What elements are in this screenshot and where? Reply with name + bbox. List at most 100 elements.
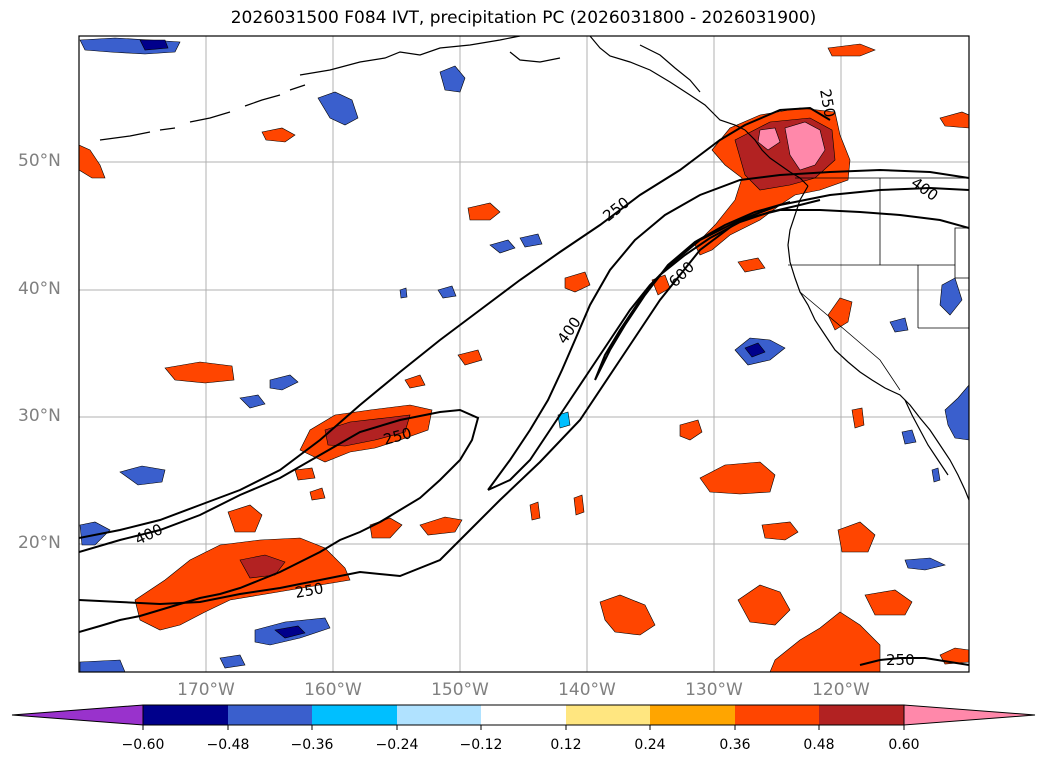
- colorbar-tick-label: 0.48: [803, 737, 835, 753]
- coastline-alaska: [299, 36, 746, 131]
- precip-blob: [261, 127, 296, 143]
- colorbar-tick-label: −0.36: [290, 737, 334, 753]
- colorbar-tick-label: 0.12: [550, 737, 582, 753]
- contour-label: 250: [599, 193, 633, 225]
- colorbar-bin: [312, 705, 397, 725]
- colorbar-tick-label: −0.24: [375, 737, 419, 753]
- lat-label: 20°N: [18, 533, 61, 553]
- precip-negative-shading: [79, 37, 969, 672]
- colorbar-bin: [566, 705, 650, 725]
- precip-blob: [851, 407, 865, 429]
- precip-blob: [419, 516, 463, 536]
- precip-neg-blob: [557, 411, 571, 429]
- precip-blob: [939, 647, 969, 665]
- precip-neg-blob: [489, 239, 516, 254]
- precip-region-pnw-peak: [784, 121, 826, 171]
- colorbar-tick-label: 0.36: [719, 737, 751, 753]
- ivt-contour-250-southeast: [859, 657, 969, 666]
- colorbar-extend-low: [11, 704, 144, 726]
- lat-label: 40°N: [18, 279, 61, 299]
- precip-neg-blob: [239, 394, 266, 409]
- coastline-aleutians: [99, 84, 306, 141]
- precip-blob: [227, 504, 263, 533]
- ivt-contour-250-outer: [79, 106, 969, 606]
- precip-neg-blob: [119, 465, 166, 486]
- ivt-contour-600: [594, 199, 821, 381]
- colorbar-frame: [142, 704, 905, 726]
- lon-label: 160°W: [304, 680, 362, 700]
- ivt-contours: [79, 106, 969, 666]
- precip-neg-blob: [744, 342, 766, 358]
- precip-neg-blob: [931, 467, 941, 483]
- colorbar: [11, 704, 1036, 730]
- precip-positive-shading: [79, 43, 969, 672]
- precip-neg-blob: [901, 429, 917, 445]
- precip-blob: [679, 419, 703, 441]
- precip-neg-blob: [79, 659, 126, 672]
- precip-blob: [761, 521, 799, 541]
- colorbar-tick-label: 0.24: [634, 737, 666, 753]
- precip-blob: [737, 584, 791, 626]
- precip-neg-blob: [219, 654, 246, 669]
- precip-blob: [529, 501, 541, 521]
- colorbar-bin: [397, 705, 481, 725]
- precip-neg-blob: [944, 384, 969, 441]
- contour-label: 250: [816, 88, 839, 119]
- precip-blob: [294, 467, 316, 481]
- precip-blob: [864, 589, 913, 616]
- precip-neg-blob: [274, 625, 306, 639]
- precip-blob: [699, 461, 776, 495]
- precip-neg-blob: [519, 233, 543, 248]
- colorbar-bin: [650, 705, 735, 725]
- ivt-contour-400: [79, 408, 480, 633]
- precip-neg-blob: [79, 521, 111, 546]
- colorbar-tick-label: −0.60: [121, 737, 165, 753]
- coastline-baja: [904, 399, 949, 476]
- lat-label: 50°N: [18, 151, 61, 171]
- colorbar-tick-label: 0.60: [888, 737, 920, 753]
- lon-label: 170°W: [177, 680, 235, 700]
- precip-region-southwest: [134, 537, 351, 631]
- precip-neg-blob: [139, 39, 169, 51]
- map-title: 2026031500 F084 IVT, precipitation PC (2…: [230, 8, 817, 28]
- coastline-us-west: [787, 185, 969, 501]
- precip-blob: [737, 257, 766, 273]
- precip-blob: [827, 297, 853, 331]
- precip-region-southwest-core: [239, 554, 286, 579]
- colorbar-bin: [228, 705, 312, 725]
- precip-blob: [573, 494, 585, 516]
- borders: [788, 177, 969, 391]
- colorbar-extend-high: [903, 704, 1036, 726]
- contour-label: 400: [554, 314, 585, 348]
- precip-blob: [309, 487, 326, 501]
- lon-label: 150°W: [431, 680, 489, 700]
- precip-blob: [564, 271, 591, 293]
- contour-label: 250: [886, 651, 915, 669]
- precip-neg-blob: [939, 277, 963, 316]
- precip-blob: [404, 374, 426, 389]
- contour-label: 250: [294, 579, 325, 602]
- precip-blob: [599, 594, 656, 636]
- graticule: [79, 36, 969, 672]
- coastlines: [99, 36, 969, 501]
- lon-label: 120°W: [812, 680, 870, 700]
- precip-blob: [827, 43, 876, 57]
- precip-blob: [467, 202, 501, 221]
- lat-label: 30°N: [18, 406, 61, 426]
- border-state: [799, 291, 901, 391]
- precip-neg-blob: [439, 65, 466, 93]
- colorbar-bin: [735, 705, 819, 725]
- lon-label: 130°W: [685, 680, 743, 700]
- precip-neg-blob: [399, 287, 408, 299]
- map-frame: [78, 35, 970, 673]
- precip-blob: [79, 144, 106, 179]
- precip-blob: [164, 361, 235, 384]
- colorbar-bin: [819, 705, 904, 725]
- colorbar-tick-label: −0.12: [459, 737, 503, 753]
- precip-blob: [769, 611, 881, 672]
- lon-label: 140°W: [558, 680, 616, 700]
- precip-neg-blob: [904, 557, 946, 571]
- border-state: [954, 227, 969, 279]
- colorbar-bin: [481, 705, 566, 725]
